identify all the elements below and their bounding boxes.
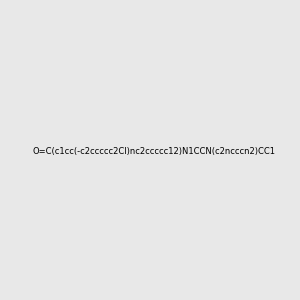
Text: O=C(c1cc(-c2ccccc2Cl)nc2ccccc12)N1CCN(c2ncccn2)CC1: O=C(c1cc(-c2ccccc2Cl)nc2ccccc12)N1CCN(c2… [32, 147, 275, 156]
